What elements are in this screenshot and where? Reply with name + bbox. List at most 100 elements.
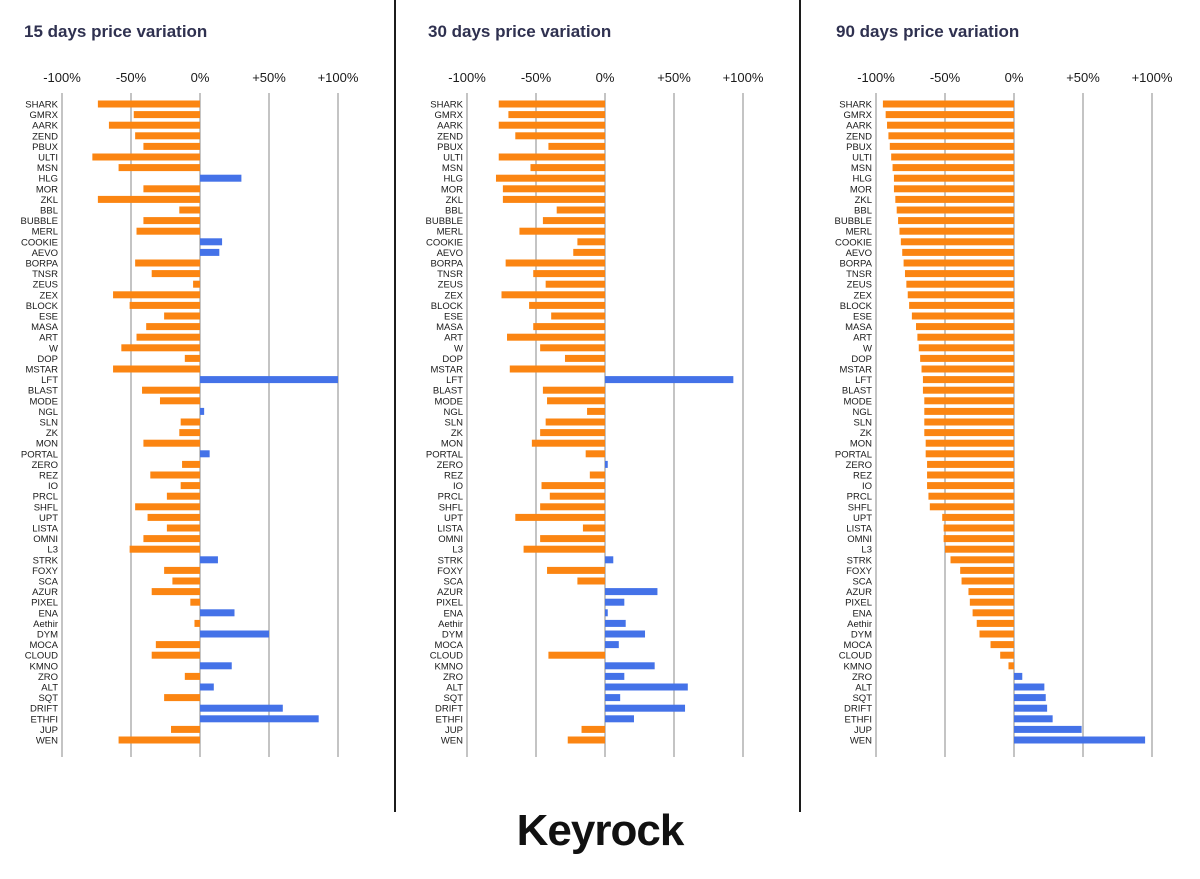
c2-category-label-strk: STRK [438, 555, 464, 566]
c3-category-label-wen: WEN [850, 736, 872, 747]
c2-bar-cloud [548, 651, 605, 659]
c2-category-label-moca: MOCA [435, 640, 464, 651]
c1-tick-label: 0% [191, 70, 210, 85]
c2-category-label-cloud: CLOUD [430, 651, 463, 662]
c1-bar-mon [143, 439, 200, 447]
c1-category-label-mode: MODE [30, 396, 59, 407]
c3-category-label-bubble: BUBBLE [835, 216, 873, 227]
c2-bar-lft [605, 376, 734, 384]
c1-bar-block [129, 301, 200, 309]
c2-bar-omni [540, 535, 605, 543]
c2-category-label-omni: OMNI [438, 534, 463, 545]
c2-category-label-shfl: SHFL [439, 502, 463, 513]
c2-tick-label: -50% [521, 70, 552, 85]
c3-bar-pixel [969, 598, 1014, 606]
c1-tick-label: -50% [116, 70, 147, 85]
c2-category-label-gmrx: GMRX [435, 110, 464, 121]
c1-bar-blast [142, 386, 200, 394]
c2-bar-mode [547, 397, 605, 405]
c2-category-label-wen: WEN [441, 736, 463, 747]
c2-bar-azur [605, 588, 658, 596]
c3-category-label-cookie: COOKIE [835, 237, 872, 248]
c3-category-label-strk: STRK [847, 555, 873, 566]
c2-bar-zkl [502, 195, 605, 203]
c3-bar-strk [950, 556, 1014, 564]
c1-bar-gmrx [133, 111, 200, 119]
c2-category-label-kmno: KMNO [435, 661, 464, 672]
c3-category-label-mor: MOR [850, 184, 872, 195]
c2-bar-zro [605, 672, 625, 680]
c2-bar-gmrx [508, 111, 605, 119]
c1-bar-shfl [135, 503, 200, 511]
c1-bar-mode [159, 397, 200, 405]
c3-category-label-ulti: ULTI [852, 153, 872, 164]
c3-tick-label: +100% [1132, 70, 1173, 85]
c3-bar-sln [924, 418, 1014, 426]
c1-bar-ese [164, 312, 200, 320]
c1-category-label-omni: OMNI [33, 534, 58, 545]
c3-category-label-mode: MODE [844, 396, 873, 407]
c1-category-label-dym: DYM [37, 630, 58, 641]
c1-category-label-msn: MSN [37, 163, 58, 174]
c1-category-label-rez: REZ [39, 471, 58, 482]
c2-category-label-cookie: COOKIE [426, 237, 463, 248]
c1-category-label-zend: ZEND [32, 131, 58, 142]
c1-category-label-hlg: HLG [38, 174, 58, 185]
c1-bar-zk [179, 429, 200, 437]
c1-category-label-ulti: ULTI [38, 153, 58, 164]
c2-category-label-prcl: PRCL [438, 492, 463, 503]
c2-bar-tnsr [533, 270, 605, 278]
c3-bar-prcl [928, 492, 1014, 500]
c1-category-label-wen: WEN [36, 736, 58, 747]
c2-bar-moca [605, 641, 619, 649]
c2-category-label-mor: MOR [441, 184, 463, 195]
c3-category-label-zeus: ZEUS [847, 280, 872, 291]
c1-bar-borpa [135, 259, 200, 267]
c1-category-label-zex: ZEX [40, 290, 59, 301]
c1-bar-jup [171, 725, 200, 733]
c1-bar-hlg [200, 174, 242, 182]
c3-bar-bbl [896, 206, 1014, 214]
c1-bar-strk [200, 556, 218, 564]
c3-bar-rez [927, 471, 1014, 479]
c3-bar-mode [924, 397, 1014, 405]
c1-category-label-io: IO [48, 481, 58, 492]
c1-category-label-drift: DRIFT [30, 704, 58, 715]
c1-bar-lft [200, 376, 338, 384]
c2-bar-upt [515, 513, 605, 521]
c3-bar-sca [961, 577, 1014, 585]
c2-category-label-zkl: ZKL [446, 195, 463, 206]
c3-category-label-dym: DYM [851, 630, 872, 641]
c1-category-label-aevo: AEVO [32, 248, 58, 259]
c1-bar-sca [172, 577, 200, 585]
c2-bar-pixel [605, 598, 625, 606]
c1-category-label-dop: DOP [37, 354, 58, 365]
c3-category-label-foxy: FOXY [846, 566, 873, 577]
panel-divider-right [799, 0, 801, 812]
c2-category-label-jup: JUP [445, 725, 463, 736]
c3-bar-zro [1014, 672, 1023, 680]
c3-bar-jup [1014, 725, 1082, 733]
c2-category-label-foxy: FOXY [437, 566, 464, 577]
c2-bar-sca [577, 577, 605, 585]
c2-category-label-dym: DYM [442, 630, 463, 641]
c1-bar-mor [143, 185, 200, 193]
c1-category-label-alt: ALT [41, 683, 58, 694]
c3-category-label-shark: SHARK [839, 100, 872, 111]
c2-bar-wen [567, 736, 605, 744]
c1-category-label-mor: MOR [36, 184, 58, 195]
c2-bar-portal [585, 450, 605, 458]
c1-category-label-bubble: BUBBLE [21, 216, 59, 227]
c1-category-label-foxy: FOXY [32, 566, 59, 577]
c1-category-label-masa: MASA [31, 322, 59, 333]
c2-bar-cookie [577, 238, 605, 246]
c1-bar-tnsr [151, 270, 200, 278]
c1-tick-label: -100% [43, 70, 81, 85]
c1-bar-mstar [113, 365, 200, 373]
c2-bar-aethir [605, 619, 626, 627]
c3-bar-mor [893, 185, 1014, 193]
c2-bar-zex [501, 291, 605, 299]
c3-category-label-sqt: SQT [852, 693, 872, 704]
c3-category-label-azur: AZUR [846, 587, 872, 598]
c1-bar-foxy [164, 566, 200, 574]
